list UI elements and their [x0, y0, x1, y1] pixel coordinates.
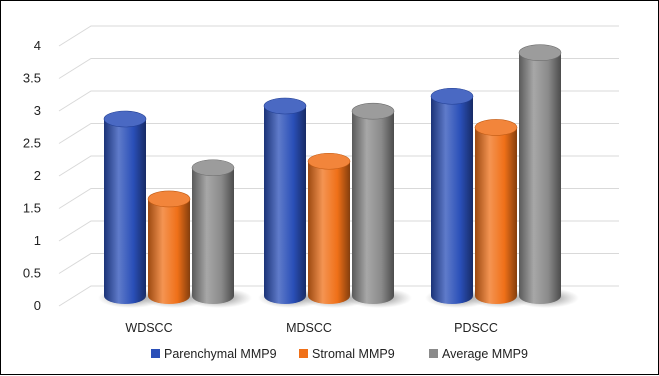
- bar-body: [104, 119, 146, 304]
- x-axis-categories: WDSCC MDSCC PDSCC: [125, 321, 497, 335]
- bar-top: [263, 97, 307, 115]
- legend-label: Stromal MMP9: [312, 347, 395, 361]
- bar-body: [192, 167, 234, 304]
- x-category-label: MDSCC: [286, 321, 332, 335]
- bar-mdscc-stromal-mmp9: [302, 152, 368, 308]
- bars: [98, 44, 579, 308]
- y-tick-label: 1.5: [23, 201, 41, 216]
- y-tick-label: 3: [34, 103, 41, 118]
- legend-item: Stromal MMP9: [299, 347, 395, 361]
- bar-body: [148, 198, 190, 304]
- bar-wdscc-parenchymal-mmp9: [98, 110, 164, 308]
- legend-item: Parenchymal MMP9: [151, 347, 277, 361]
- bar-body: [431, 96, 473, 304]
- bar-top: [307, 152, 351, 170]
- y-tick-label: 0.5: [23, 266, 41, 281]
- grid-lines: [58, 25, 619, 307]
- y-axis-ticks: 0 0.5 1 1.5 2 2.5 3 3.5 4: [23, 38, 41, 313]
- legend-label: Parenchymal MMP9: [164, 347, 277, 361]
- y-tick-label: 1: [34, 233, 41, 248]
- bar-body: [475, 127, 517, 304]
- bar-top: [430, 87, 474, 105]
- gridline: [58, 58, 619, 79]
- legend-item: Average MMP9: [429, 347, 528, 361]
- legend-swatch: [151, 349, 160, 358]
- x-category-label: PDSCC: [454, 321, 498, 335]
- bar-top: [474, 119, 518, 136]
- y-tick-label: 3.5: [23, 71, 41, 86]
- bar-top: [147, 190, 191, 208]
- legend: Parenchymal MMP9 Stromal MMP9 Average MMP9: [151, 347, 528, 361]
- x-category-label: WDSCC: [125, 321, 172, 335]
- legend-swatch: [429, 349, 438, 358]
- bar-body: [519, 52, 561, 305]
- bar-top: [103, 110, 147, 128]
- legend-swatch: [299, 349, 308, 358]
- bar-top: [191, 159, 235, 177]
- bar-mdscc-average-mmp9: [346, 102, 412, 308]
- gridline: [58, 25, 619, 47]
- bar-body: [352, 111, 394, 304]
- bar-body: [264, 106, 306, 304]
- y-tick-label: 4: [34, 38, 41, 53]
- bar-wdscc-average-mmp9: [186, 159, 252, 308]
- bar-pdscc-average-mmp9: [513, 44, 579, 308]
- bar-top: [351, 102, 395, 120]
- y-tick-label: 0: [34, 298, 41, 313]
- bar-top: [518, 44, 562, 62]
- bar-body: [308, 161, 350, 304]
- y-tick-label: 2: [34, 168, 41, 183]
- y-tick-label: 2.5: [23, 136, 41, 151]
- legend-label: Average MMP9: [442, 347, 528, 361]
